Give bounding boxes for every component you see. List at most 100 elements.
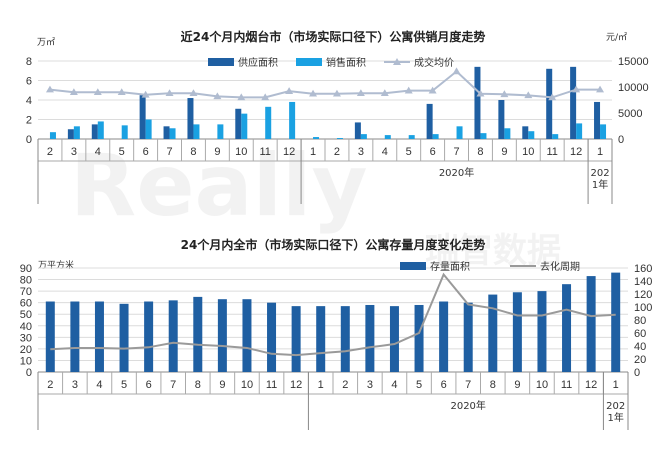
chart1-line-marker [524, 91, 533, 99]
chart2-xtick: 9 [514, 379, 520, 391]
chart1-bar-1 [528, 131, 535, 139]
chart2-bar-0 [439, 301, 449, 372]
chart1-xtick: 12 [283, 146, 295, 158]
chart2-ytick-right: 60 [634, 328, 646, 340]
chart2-bar-0 [94, 301, 104, 372]
chart2-bar-0 [512, 292, 522, 372]
chart1-line-0 [49, 70, 601, 99]
chart1-legend-swatch [393, 58, 401, 65]
chart1-legend-label: 成交均价 [414, 56, 454, 69]
chart2-bar-0 [45, 301, 55, 372]
chart1-line-marker [45, 85, 54, 93]
chart2-xtick: 8 [490, 379, 496, 391]
chart1-bar-1 [49, 132, 56, 139]
chart1-line-marker [189, 89, 198, 97]
chart2-bar-0 [291, 306, 301, 372]
chart2-xtick: 11 [266, 379, 277, 391]
chart1-bar-0 [354, 122, 361, 139]
chart2-ytick-right: 20 [634, 354, 646, 366]
chart2-bar-0 [611, 272, 621, 372]
chart1-bar-1 [97, 121, 104, 139]
chart1-line-marker [165, 89, 174, 97]
chart1-line-marker [213, 92, 222, 100]
chart1-line-marker [428, 86, 437, 94]
chart1-xtick: 9 [214, 146, 220, 158]
chart2-bar-0 [414, 304, 424, 372]
chart2-year-label-last: 1年 [608, 411, 624, 424]
chart2-bar-0 [488, 294, 498, 372]
chart1-bar-1 [408, 135, 415, 139]
chart2-bar-0 [365, 304, 375, 372]
chart2-bar-0 [463, 302, 473, 372]
chart2-bar-0 [316, 306, 326, 372]
chart1-bar-1 [193, 124, 200, 139]
chart1-line-marker [261, 93, 270, 101]
chart2-xtick: 5 [121, 379, 127, 391]
chart1-line-marker [452, 67, 461, 75]
chart1-ytick-left: 2 [26, 115, 32, 127]
chart1-xtick: 11 [259, 146, 270, 158]
chart1-xtick: 2 [47, 146, 53, 158]
chart2-xtick: 11 [561, 379, 572, 391]
chart2-xtick: 2 [342, 379, 348, 391]
chart1-bar-1 [241, 113, 248, 139]
chart2-ytick-left: 30 [20, 332, 32, 344]
chart2-xtick: 4 [96, 379, 102, 391]
chart2-xtick: 7 [170, 379, 176, 391]
chart1-line-marker [500, 90, 509, 98]
chart1-line-marker [548, 93, 557, 101]
chart1-xtick: 3 [358, 146, 364, 158]
chart2-bar-0 [389, 306, 399, 372]
chart2-ytick-left: 20 [20, 344, 32, 356]
chart1-bar-1 [576, 123, 583, 139]
chart1-bar-0 [187, 98, 194, 139]
chart2-ytick-right: 0 [634, 367, 640, 379]
chart1-bar-0 [67, 129, 74, 139]
chart2-xtick: 6 [146, 379, 152, 391]
chart1-bar-0 [235, 108, 242, 139]
chart1-xtick: 4 [382, 146, 388, 158]
chart1-xtick: 12 [570, 146, 582, 158]
chart1-xtick: 1 [310, 146, 316, 158]
chart1-xtick: 5 [119, 146, 125, 158]
watermark-brand: Really [70, 136, 368, 236]
chart2-ytick-left: 60 [20, 298, 32, 310]
chart1-line-marker [141, 90, 150, 98]
chart1-bar-0 [498, 100, 505, 139]
chart1-bar-1 [73, 126, 80, 139]
chart1-bar-1 [265, 106, 272, 139]
chart2-ytick-right: 160 [634, 263, 652, 275]
chart1-bar-1 [217, 124, 224, 139]
chart1-year-label-last: 202 [590, 168, 609, 179]
chart1-xtick: 2 [334, 146, 340, 158]
chart1-line-marker [285, 87, 294, 94]
chart2-ytick-left: 40 [20, 321, 32, 333]
chart2-bar-0 [144, 301, 154, 372]
chart1-bar-1 [313, 137, 320, 139]
chart1-line-marker [69, 88, 78, 95]
chart2-xtick: 2 [47, 379, 53, 391]
chart1-bar-1 [121, 125, 128, 139]
chart1-line-marker [476, 89, 485, 97]
chart1-bar-1 [480, 133, 487, 139]
chart1-legend-swatch [208, 58, 234, 66]
chart2-xtick: 10 [536, 379, 548, 391]
chart1-bar-0 [522, 126, 529, 139]
chart2-xtick: 1 [318, 379, 324, 391]
chart1-xtick: 6 [430, 146, 436, 158]
chart2-bar-0 [340, 306, 350, 372]
chart2-xtick: 7 [465, 379, 471, 391]
chart2-xtick: 4 [391, 379, 397, 391]
chart1-legend-swatch [296, 58, 322, 66]
chart2-xtick: 3 [72, 379, 78, 391]
chart2-bar-0 [119, 303, 129, 372]
chart1-xtick: 10 [522, 146, 534, 158]
chart1-bar-0 [91, 124, 98, 139]
chart2-ytick-left: 80 [20, 275, 32, 287]
chart1-right-unit: 元/㎡ [606, 32, 627, 43]
chart2-legend-label: 存量面积 [430, 260, 470, 273]
chart2-title: 24个月内全市（市场实际口径下）公寓存量月度变化走势 [181, 237, 486, 252]
